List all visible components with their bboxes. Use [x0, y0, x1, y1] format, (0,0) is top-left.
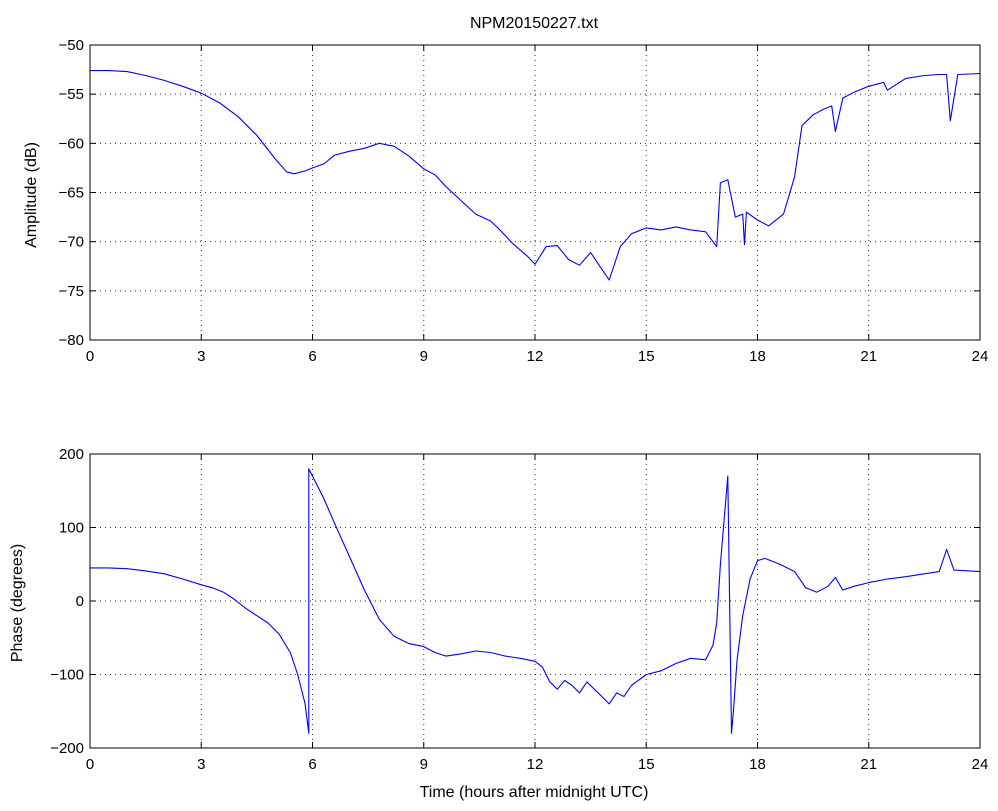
phase-plot: 0 3 6 9 12 15 18 21 24 −200 −100 0 100 200 [50, 446, 988, 773]
phase-x-tick-label: 3 [197, 756, 205, 773]
amplitude-y-tick-label: −55 [59, 86, 84, 103]
phase-y-tick-label: 0 [76, 593, 84, 610]
phase-y-tick-label: −200 [50, 740, 84, 757]
phase-y-tick-label: 200 [59, 446, 84, 463]
amplitude-y-tick-label: −65 [59, 185, 84, 202]
amplitude-x-tick-label: 21 [860, 348, 877, 365]
phase-y-tick-label: −100 [50, 667, 84, 684]
amplitude-x-tick-label: 24 [972, 348, 989, 365]
phase-x-tick-label: 9 [420, 756, 428, 773]
amplitude-x-tick-label: 6 [308, 348, 316, 365]
amplitude-plot: 0 3 6 9 12 15 18 21 24 −80 −75 −70 −65 −60 −55 −50 [59, 37, 989, 365]
phase-x-tick-label: 15 [638, 756, 655, 773]
phase-x-tick-label: 24 [972, 756, 989, 773]
phase-x-tick-label: 6 [308, 756, 316, 773]
phase-y-axis-label: Phase (degrees) [9, 544, 26, 662]
phase-x-tick-label: 18 [749, 756, 766, 773]
amplitude-x-tick-label: 15 [638, 348, 655, 365]
amplitude-x-tick-label: 12 [527, 348, 544, 365]
amplitude-x-tick-label: 9 [420, 348, 428, 365]
figure-title: NPM20150227.txt [470, 15, 599, 32]
amplitude-y-axis-label: Amplitude (dB) [23, 142, 40, 248]
amplitude-y-tick-label: −70 [59, 234, 84, 251]
amplitude-y-tick-label: −75 [59, 283, 84, 300]
phase-x-tick-label: 21 [860, 756, 877, 773]
amplitude-x-tick-label: 18 [749, 348, 766, 365]
phase-x-tick-label: 0 [86, 756, 94, 773]
phase-x-tick-label: 12 [527, 756, 544, 773]
amplitude-series-line [90, 70, 981, 281]
phase-y-tick-label: 100 [59, 520, 84, 537]
amplitude-y-tick-label: −60 [59, 135, 84, 152]
phase-x-axis-label: Time (hours after midnight UTC) [420, 784, 649, 801]
amplitude-x-tick-label: 3 [197, 348, 205, 365]
amplitude-y-tick-label: −80 [59, 332, 84, 349]
amplitude-x-tick-label: 0 [86, 348, 94, 365]
phase-series-line [90, 468, 981, 734]
amplitude-y-tick-label: −50 [59, 37, 84, 54]
